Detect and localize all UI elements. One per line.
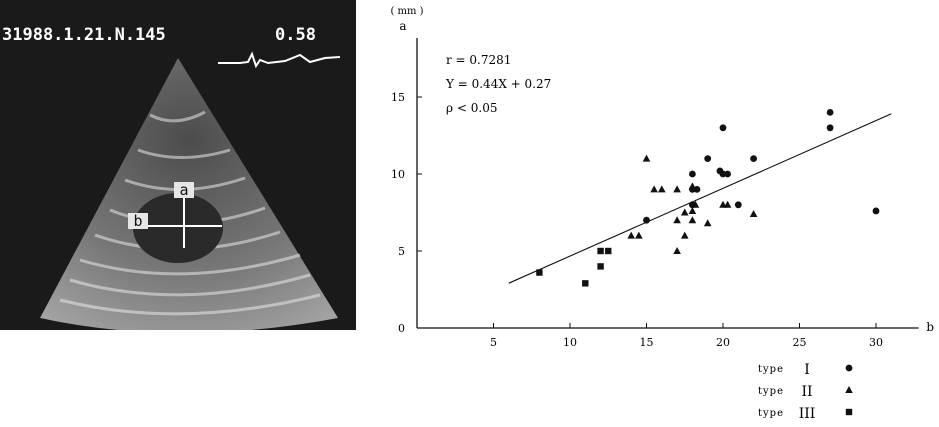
x-tick-label: 30 bbox=[869, 336, 883, 349]
data-point-circle bbox=[643, 216, 650, 224]
data-point-square bbox=[605, 247, 612, 255]
y-axis-label: a bbox=[399, 19, 406, 33]
x-tick-label: 10 bbox=[563, 336, 577, 349]
data-point-circle bbox=[826, 109, 834, 116]
data-point-triangle bbox=[658, 185, 666, 193]
chart-points bbox=[536, 109, 880, 287]
legend-marker-triangle bbox=[845, 386, 853, 393]
label-b-box bbox=[128, 213, 148, 229]
data-point-circle bbox=[716, 167, 724, 175]
data-point-circle bbox=[724, 170, 731, 178]
ultrasound-value-text: 0.58 bbox=[275, 25, 316, 45]
legend-marker-circle bbox=[845, 364, 853, 372]
x-tick-label: 15 bbox=[640, 336, 654, 349]
x-axis-label: b bbox=[926, 320, 934, 334]
heart-cavity bbox=[133, 193, 223, 263]
data-point-circle bbox=[689, 170, 696, 178]
legend-label: type bbox=[758, 408, 784, 419]
y-tick-label: 5 bbox=[398, 245, 405, 258]
data-point-square bbox=[582, 280, 589, 287]
legend-marker-square bbox=[845, 408, 853, 416]
ultrasound-image: a b 31988.1.21.N.145 0.58 bbox=[0, 0, 356, 330]
data-point-triangle bbox=[642, 154, 651, 162]
data-point-triangle bbox=[749, 210, 758, 218]
label-a-box bbox=[174, 182, 194, 198]
regression-line bbox=[508, 113, 892, 284]
data-point-triangle bbox=[703, 219, 712, 227]
stat-annotation: ρ < 0.05 bbox=[446, 101, 497, 115]
legend-numeral: III bbox=[799, 406, 816, 422]
chart-ticks: 5 10 15 20 25 30 0 5 10 15 bbox=[391, 91, 883, 349]
measurement-cross bbox=[148, 196, 222, 248]
data-point-triangle bbox=[673, 185, 681, 193]
y-tick-label: 15 bbox=[391, 91, 405, 104]
data-point-triangle bbox=[723, 200, 732, 208]
data-point-triangle bbox=[688, 206, 697, 214]
label-b: b bbox=[133, 212, 142, 230]
label-a: a bbox=[179, 181, 188, 199]
data-point-triangle bbox=[691, 200, 700, 208]
data-point-triangle bbox=[673, 247, 681, 254]
data-point-circle bbox=[750, 155, 757, 163]
data-point-square bbox=[597, 263, 604, 270]
y-tick-label: 10 bbox=[391, 168, 405, 181]
data-point-triangle bbox=[635, 231, 643, 239]
y-axis-unit: ( mm ) bbox=[390, 6, 423, 17]
ultrasound-header-text: 31988.1.21.N.145 bbox=[2, 25, 166, 45]
data-point-circle bbox=[872, 207, 880, 215]
data-point-triangle bbox=[650, 185, 658, 193]
data-point-triangle bbox=[680, 231, 689, 239]
y-tick-label: 0 bbox=[398, 322, 405, 335]
stat-annotation: Y = 0.44X + 0.27 bbox=[445, 77, 551, 91]
data-point-triangle bbox=[627, 231, 635, 239]
x-tick-label: 20 bbox=[716, 336, 730, 349]
legend-label: type bbox=[758, 364, 784, 375]
data-point-square bbox=[536, 269, 543, 276]
data-point-triangle bbox=[673, 216, 681, 224]
chart-axes: a( mm )( mm )b bbox=[390, 6, 934, 334]
data-point-circle bbox=[734, 201, 742, 209]
data-point-triangle bbox=[680, 208, 689, 216]
data-point-square bbox=[597, 247, 604, 255]
data-point-circle bbox=[704, 155, 712, 163]
data-point-triangle bbox=[688, 216, 697, 224]
legend-numeral: I bbox=[804, 362, 810, 378]
ecg-trace bbox=[218, 51, 341, 69]
legend-numeral: II bbox=[801, 384, 812, 400]
stat-annotation: r = 0.7281 bbox=[446, 53, 511, 67]
x-tick-label: 5 bbox=[490, 336, 497, 349]
chart-annotations: r = 0.7281 Y = 0.44X + 0.27 ρ < 0.05 bbox=[445, 53, 551, 115]
data-point-circle bbox=[826, 124, 834, 132]
data-point-circle bbox=[719, 124, 727, 132]
x-tick-label: 25 bbox=[793, 336, 807, 349]
data-point-triangle bbox=[688, 182, 697, 190]
legend-label: type bbox=[758, 386, 784, 397]
